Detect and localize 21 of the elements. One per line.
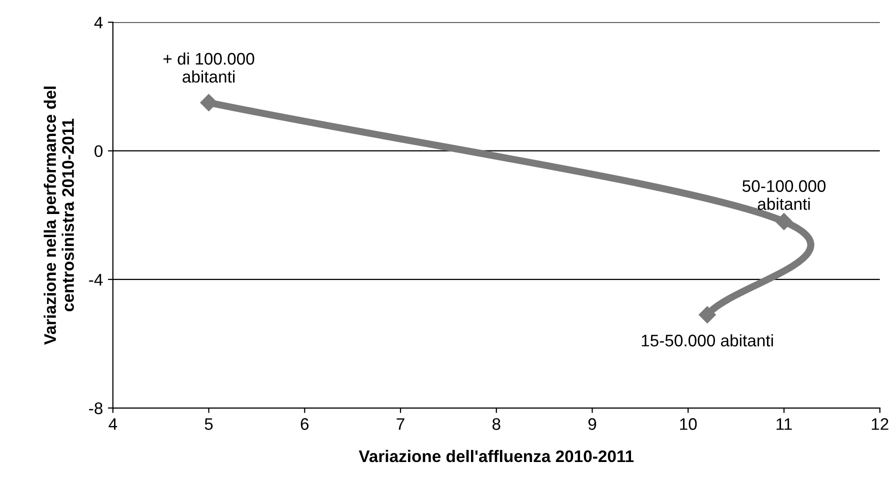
x-tick-label: 7 [396,418,404,430]
point [775,213,793,230]
x-tick-label: 4 [108,418,118,430]
point [698,306,716,324]
annotation: 50-100.000 abitanti [742,180,826,210]
x-axis-title: Variazione dell'affluenza 2010-2011 [358,450,634,462]
x-tick-label: 6 [300,418,309,430]
x-tick-label: 10 [680,418,697,430]
x-tick-label: 5 [204,418,213,430]
x-tick-label: 12 [872,418,888,430]
y-tick-label: -4 [89,274,103,286]
x-tick-label: 11 [776,418,792,430]
y-axis-title: Variazione nella performance del centrosinistra 2010-2011 [44,86,74,345]
point [200,94,218,112]
y-tick-label: -8 [89,402,102,414]
x-tick-label: 8 [492,418,500,430]
annotation: 15-50.000 abitanti [642,334,773,346]
y-tick-label: 0 [94,145,103,158]
x-tick-label: 9 [588,418,596,430]
y-tick-label: 4 [94,16,103,28]
annotation: + di 100.000 abitanti [163,52,254,83]
